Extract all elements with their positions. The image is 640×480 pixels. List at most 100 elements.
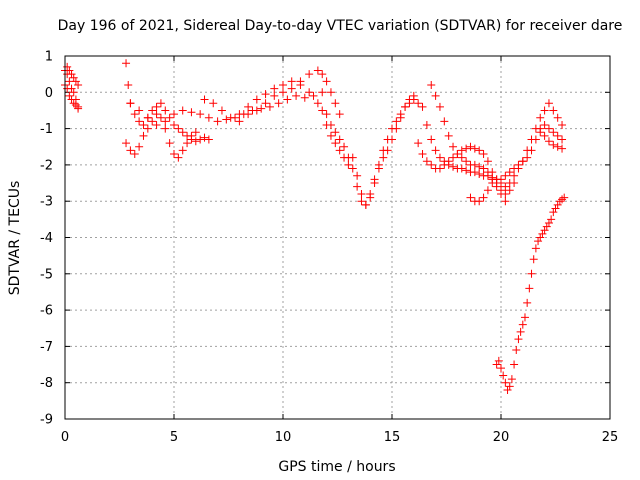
- data-point: [313, 66, 322, 75]
- data-point: [536, 233, 545, 242]
- data-point: [494, 356, 503, 365]
- data-point: [540, 226, 549, 235]
- series-sat-q: [492, 193, 569, 394]
- data-point: [431, 91, 440, 100]
- series-sat-c: [63, 62, 83, 90]
- data-point: [165, 113, 174, 122]
- data-point: [462, 157, 471, 166]
- data-point: [235, 117, 244, 126]
- data-point: [69, 88, 78, 97]
- data-point: [143, 124, 152, 133]
- x-tick-label: 20: [493, 430, 510, 445]
- data-points: [61, 59, 569, 394]
- data-point: [536, 128, 545, 137]
- data-point: [143, 113, 152, 122]
- data-point: [505, 168, 514, 177]
- data-point: [183, 139, 192, 148]
- data-point: [361, 200, 370, 209]
- data-point: [536, 113, 545, 122]
- data-point: [466, 142, 475, 151]
- data-point: [170, 110, 178, 119]
- data-point: [340, 142, 349, 151]
- data-point: [139, 120, 148, 129]
- data-point: [449, 142, 458, 151]
- x-tick-label: 10: [275, 430, 292, 445]
- data-point: [170, 150, 178, 159]
- series-sat-o: [466, 99, 567, 206]
- data-point: [335, 135, 344, 144]
- data-point: [318, 70, 327, 79]
- y-tick-label: -9: [40, 413, 53, 428]
- data-point: [497, 189, 505, 198]
- data-point: [244, 110, 253, 119]
- data-point: [279, 88, 287, 97]
- data-point: [470, 144, 479, 153]
- data-point: [414, 99, 423, 108]
- series-sat-g: [200, 77, 357, 173]
- data-point: [152, 110, 161, 119]
- data-point: [135, 142, 144, 151]
- data-point: [379, 146, 388, 155]
- data-point: [322, 77, 331, 86]
- data-point: [405, 99, 414, 108]
- data-point: [335, 146, 344, 155]
- data-point: [139, 131, 148, 140]
- data-point: [542, 222, 551, 231]
- data-point: [427, 160, 436, 169]
- data-point: [501, 378, 510, 387]
- data-point: [418, 150, 427, 159]
- data-point: [514, 164, 523, 173]
- data-point: [553, 131, 562, 140]
- data-point: [435, 164, 444, 173]
- data-point: [457, 153, 466, 162]
- data-point: [187, 131, 196, 140]
- data-point: [170, 120, 178, 129]
- data-point: [287, 77, 296, 86]
- data-point: [431, 146, 440, 155]
- data-point: [331, 139, 340, 148]
- data-point: [187, 108, 196, 117]
- data-point: [178, 106, 187, 115]
- data-point: [65, 66, 74, 75]
- data-point: [549, 106, 558, 115]
- y-tick-label: 1: [45, 50, 53, 65]
- data-point: [401, 102, 410, 111]
- data-point: [527, 269, 536, 278]
- data-point: [523, 298, 532, 307]
- data-point: [357, 197, 366, 206]
- data-point: [449, 162, 458, 171]
- data-point: [457, 146, 466, 155]
- data-point: [462, 166, 471, 175]
- y-tick-label: 0: [45, 86, 53, 101]
- data-point: [558, 144, 567, 153]
- data-point: [540, 106, 549, 115]
- series-sat-f: [126, 88, 327, 129]
- data-point: [449, 153, 458, 162]
- data-point: [322, 120, 331, 129]
- data-point: [470, 168, 479, 177]
- data-point: [453, 150, 462, 159]
- data-point: [270, 91, 279, 100]
- data-point: [305, 88, 314, 97]
- data-point: [74, 104, 83, 113]
- data-point: [516, 327, 525, 336]
- x-tick-label: 15: [384, 430, 401, 445]
- data-point: [322, 110, 331, 119]
- series-sat-m: [414, 139, 519, 198]
- data-point: [497, 364, 505, 373]
- data-point: [67, 95, 76, 104]
- data-point: [499, 371, 508, 380]
- data-point: [204, 135, 213, 144]
- data-point: [213, 117, 222, 126]
- chart-title: Day 196 of 2021, Sidereal Day-to-day VTE…: [58, 18, 623, 34]
- data-point: [510, 171, 519, 180]
- data-point: [518, 157, 527, 166]
- data-point: [174, 153, 183, 162]
- data-point: [523, 146, 532, 155]
- y-tick-label: -6: [40, 304, 53, 319]
- data-point: [501, 197, 510, 206]
- data-point: [374, 160, 383, 169]
- x-tick-label: 5: [170, 430, 178, 445]
- x-axis-ticks: 0 5 10 15 20 25: [61, 56, 618, 445]
- data-point: [525, 284, 534, 293]
